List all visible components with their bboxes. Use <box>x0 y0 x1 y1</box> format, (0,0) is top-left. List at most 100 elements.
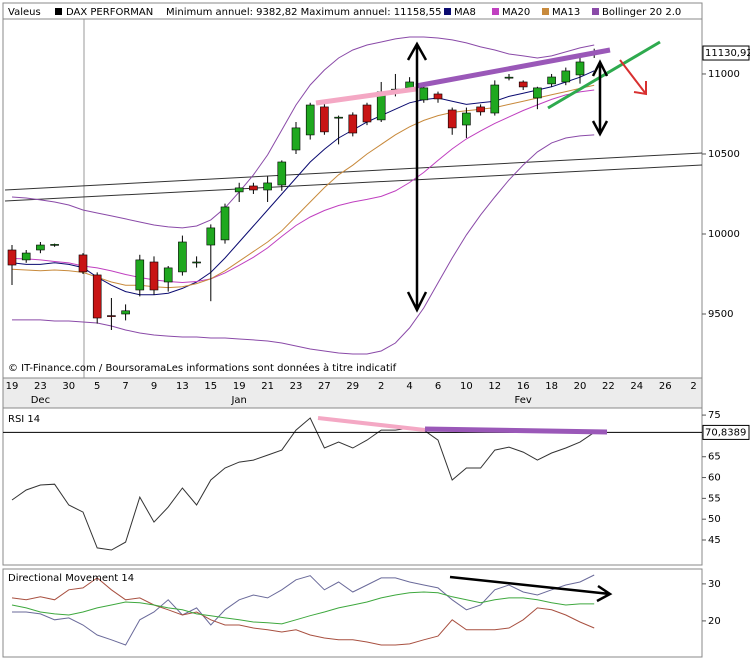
month-label: Dec <box>31 395 50 406</box>
y-tick-label: 55 <box>708 493 721 504</box>
candle-body <box>504 76 514 79</box>
candle-body <box>220 206 230 241</box>
annotation-line <box>415 47 611 89</box>
y-tick-label: 11000 <box>708 69 740 80</box>
last-value-box <box>702 45 750 61</box>
x-tick-label: 2 <box>690 381 696 392</box>
source: © IT-Finance.com / BoursoramaLes informa… <box>8 362 397 374</box>
candle-body <box>135 259 145 291</box>
candle-body <box>447 109 457 129</box>
annotation-arrow <box>591 59 609 137</box>
candle-body <box>320 106 329 133</box>
annotation-line <box>317 416 426 432</box>
month-label: Fev <box>515 395 532 406</box>
y-tick-label: 60 <box>708 473 721 484</box>
x-tick-label: 27 <box>318 381 331 392</box>
instrument: DAX PERFORMAN <box>66 7 153 18</box>
candle-body <box>462 112 471 126</box>
candle-body <box>433 93 443 100</box>
line <box>11 36 595 229</box>
candle-body <box>36 244 45 251</box>
candle-body <box>192 261 201 264</box>
line <box>11 577 595 646</box>
legend-label: Bollinger 20 2.0 <box>602 7 681 18</box>
x-tick-label: 29 <box>346 381 359 392</box>
legend-swatch <box>592 8 599 15</box>
y-tick-label: 75 <box>708 410 721 421</box>
x-tick-label: 5 <box>94 381 100 392</box>
line <box>11 417 595 551</box>
rsi-panel-frame <box>2 407 703 566</box>
x-tick-label: 19 <box>233 381 246 392</box>
candle-body <box>305 104 315 136</box>
legend-swatch <box>492 8 499 15</box>
legend-swatch <box>444 8 451 15</box>
x-tick-label: 21 <box>261 381 274 392</box>
candle-body <box>291 127 301 151</box>
candle-body <box>575 61 585 76</box>
annotation-line <box>424 426 608 435</box>
candle-body <box>234 187 244 193</box>
candle-body <box>178 241 187 273</box>
candle-body <box>163 267 173 283</box>
candle-body <box>149 261 159 291</box>
x-tick-label: 9 <box>151 381 157 392</box>
annotation-arrow <box>449 575 613 603</box>
line <box>11 89 595 284</box>
y-tick-label: 10500 <box>708 149 740 160</box>
dm-title: Directional Movement 14 <box>8 573 134 584</box>
x-tick-label: 12 <box>488 381 501 392</box>
rsi-title: RSI 14 <box>8 414 40 425</box>
last-value-box <box>702 424 750 440</box>
candle-body <box>476 106 485 113</box>
trend-line <box>4 152 703 191</box>
annotation-line <box>315 86 417 106</box>
y-tick-label: 50 <box>708 514 721 525</box>
annotation-line <box>547 40 661 110</box>
legend-label: MA20 <box>502 7 530 18</box>
x-tick-label: 23 <box>34 381 47 392</box>
x-tick-label: 4 <box>406 381 412 392</box>
candle-body <box>92 274 102 319</box>
annotation-arrow <box>406 41 428 313</box>
candle-body <box>263 182 272 191</box>
x-tick-label: 6 <box>435 381 441 392</box>
header-label: Valeus <box>8 7 41 18</box>
x-tick-label: 18 <box>545 381 558 392</box>
annotation-arrow <box>619 59 647 96</box>
y-tick-label: 10000 <box>708 229 740 240</box>
x-tick-label: 10 <box>460 381 473 392</box>
x-tick-label: 20 <box>574 381 587 392</box>
y-tick-label: 30 <box>708 579 721 590</box>
legend-label: MA8 <box>454 7 476 18</box>
x-tick-label: 26 <box>659 381 672 392</box>
x-tick-label: 22 <box>602 381 615 392</box>
line <box>11 591 595 625</box>
x-tick-label: 13 <box>176 381 189 392</box>
legend-label: MA13 <box>552 7 580 18</box>
candle-body <box>490 84 500 114</box>
subtitle: Minimum annuel: 9382,82 Maximum annuel: … <box>166 7 441 18</box>
x-tick-label: 16 <box>517 381 530 392</box>
candle-body <box>50 244 59 246</box>
month-label: Jan <box>230 395 246 406</box>
x-tick-label: 23 <box>290 381 303 392</box>
candle-body <box>277 161 287 186</box>
x-tick-label: 15 <box>204 381 217 392</box>
y-tick-label: 65 <box>708 452 721 463</box>
candle-body <box>7 249 17 266</box>
candle-body <box>206 227 216 246</box>
header-bar <box>2 2 703 20</box>
legend-swatch <box>55 8 62 15</box>
trend-line <box>4 164 703 202</box>
x-tick-label: 30 <box>62 381 75 392</box>
y-tick-label: 9500 <box>708 309 733 320</box>
last-value-label: 70,8389 <box>705 427 746 438</box>
line <box>12 134 595 355</box>
candle-body <box>21 252 31 261</box>
candle-body <box>533 87 542 99</box>
candle-body <box>518 81 528 88</box>
candle-body <box>78 254 88 273</box>
candle-body <box>362 104 372 123</box>
